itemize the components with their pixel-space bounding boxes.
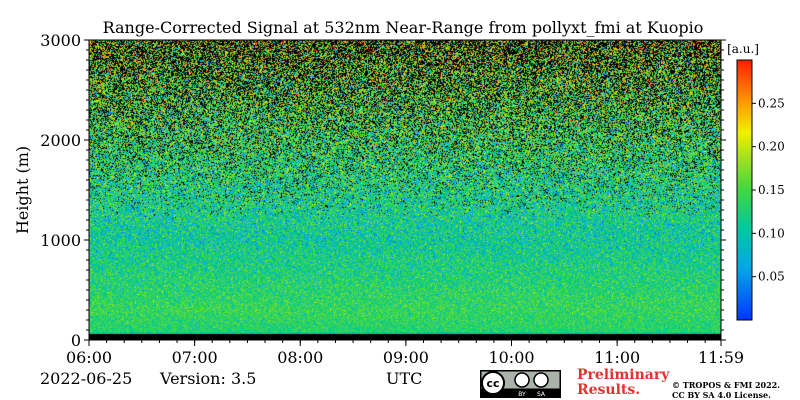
sa-icon: [533, 372, 549, 388]
by-text: BY: [518, 391, 526, 398]
x-axis-label: UTC: [386, 369, 423, 388]
colorbar-tick-label: 0.10: [758, 226, 785, 240]
colorbar-ticks: 0.05 0.10 0.15 0.20 0.25: [752, 96, 785, 284]
preliminary-line-1: Preliminary: [577, 367, 670, 383]
cc-icon-text: cc: [486, 377, 499, 390]
colorbar-tick-label: 0.20: [758, 140, 785, 154]
x-tick-label: 11:59: [698, 348, 744, 367]
y-tick-label: 1000: [40, 231, 81, 250]
heatmap-image: [89, 40, 721, 340]
copyright-line-2: CC BY SA 4.0 License.: [672, 390, 771, 400]
colorbar-unit: [a.u.]: [727, 42, 759, 56]
copyright-notice: © TROPOS & FMI 2022. CC BY SA 4.0 Licens…: [672, 380, 780, 400]
colorbar-tick-label: 0.25: [758, 96, 785, 110]
y-axis: 0 1000 2000 3000: [40, 31, 726, 350]
y-tick-label: 2000: [40, 131, 81, 150]
x-tick-label: 09:00: [383, 348, 429, 367]
y-tick-label: 0: [71, 331, 81, 350]
cc-license-badge[interactable]: cc BY SA: [480, 370, 561, 398]
by-icon: [514, 372, 530, 388]
x-tick-label: 07:00: [172, 348, 218, 367]
preliminary-notice: Preliminary Results.: [577, 368, 669, 398]
x-axis: 06:00 07:00 08:00 09:00 10:00 11:00 11:59: [66, 340, 744, 367]
y-axis-label: Height (m): [13, 146, 32, 234]
copyright-line-1: © TROPOS & FMI 2022.: [672, 380, 781, 390]
x-tick-label: 06:00: [66, 348, 112, 367]
colorbar: [736, 59, 753, 321]
y-tick-label: 3000: [40, 31, 81, 50]
preliminary-line-2: Results.: [577, 382, 641, 398]
x-tick-label: 10:00: [488, 348, 534, 367]
x-tick-label: 08:00: [277, 348, 323, 367]
cc-icon: [481, 371, 505, 395]
colorbar-tick-label: 0.15: [758, 183, 785, 197]
sa-text: SA: [537, 391, 546, 398]
heatmap: [89, 40, 721, 340]
version-label: Version: 3.5: [160, 369, 257, 388]
x-tick-label: 11:00: [594, 348, 640, 367]
chart-title: Range-Corrected Signal at 532nm Near-Ran…: [103, 18, 704, 37]
date-label: 2022-06-25: [40, 369, 133, 388]
colorbar-tick-label: 0.05: [758, 270, 785, 284]
